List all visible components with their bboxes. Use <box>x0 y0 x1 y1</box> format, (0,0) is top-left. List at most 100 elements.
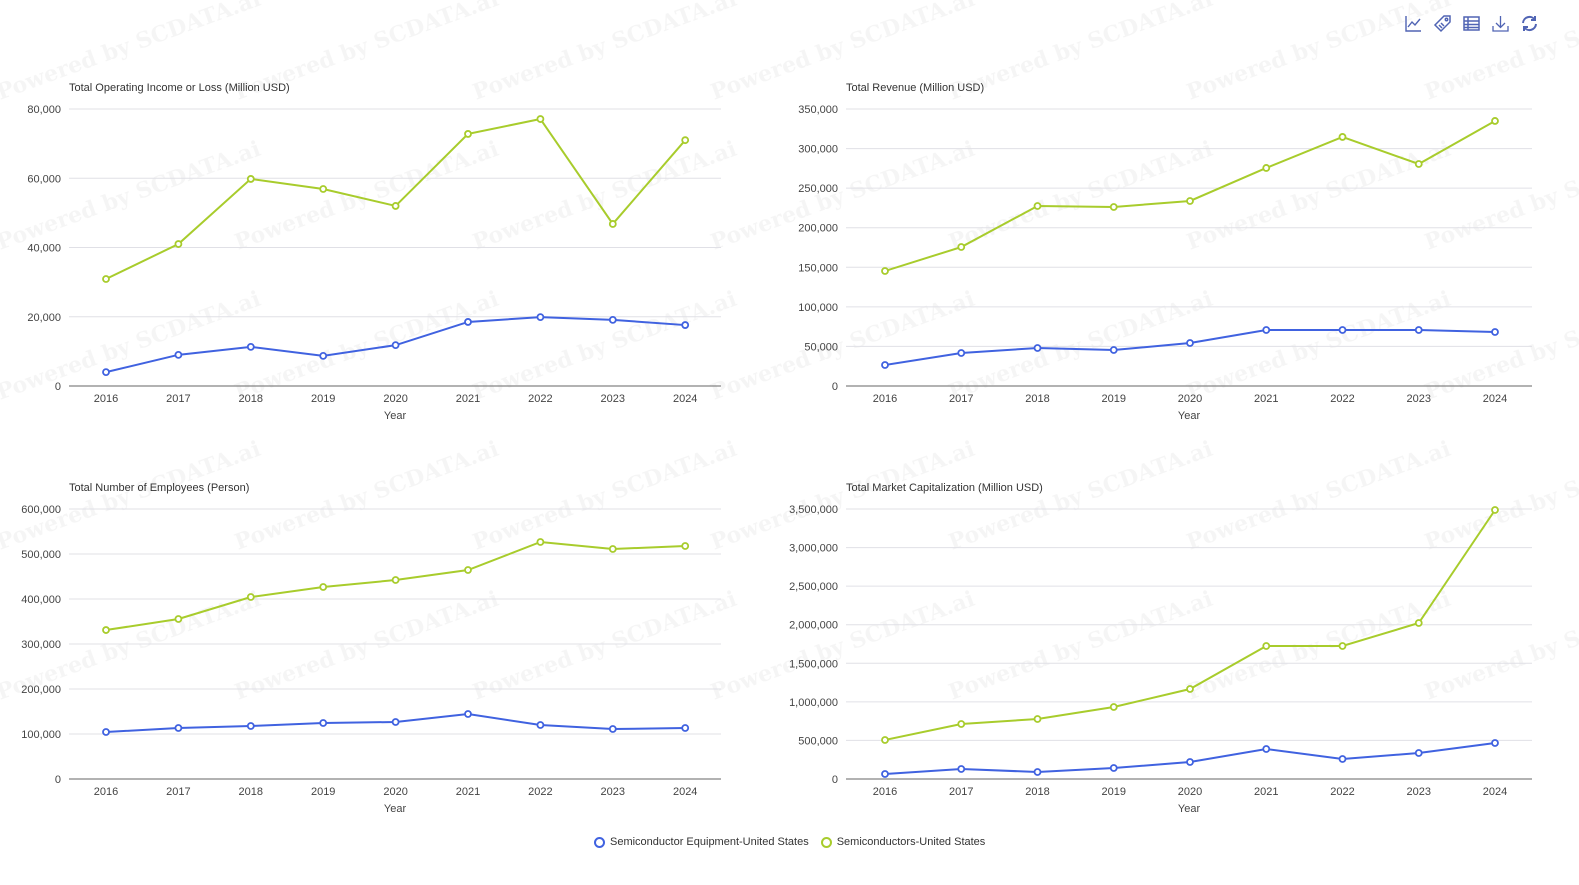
y-tick-label: 60,000 <box>27 173 61 185</box>
watermark-text: Powered by SCDATA.ai <box>945 0 1216 106</box>
watermark-text: Powered by SCDATA.ai <box>0 436 264 556</box>
x-tick-label: 2024 <box>1483 786 1507 798</box>
data-point <box>102 728 110 736</box>
watermark-text: Powered by SCDATA.ai <box>945 436 1216 556</box>
data-point <box>881 267 889 275</box>
data-point <box>957 349 966 357</box>
data-point <box>1262 745 1271 753</box>
watermark-text: Powered by SCDATA.ai <box>945 586 1216 706</box>
line-chart-icon[interactable] <box>1404 14 1423 33</box>
data-point <box>608 725 617 733</box>
y-tick-label: 100,000 <box>798 302 838 314</box>
legend-item-semiconductors[interactable]: Semiconductors-United States <box>820 836 986 848</box>
legend-marker-icon <box>820 836 832 848</box>
legend-item-equipment[interactable]: Semiconductor Equipment-United States <box>594 836 809 848</box>
data-point <box>1109 764 1118 772</box>
data-point <box>102 275 110 283</box>
data-point <box>246 175 255 183</box>
data-table-icon[interactable] <box>1462 14 1481 33</box>
x-axis-label: Year <box>384 410 407 422</box>
y-tick-label: 0 <box>832 774 838 786</box>
y-tick-label: 600,000 <box>21 504 61 516</box>
watermark-text: Powered by SCDATA.ai <box>231 136 502 256</box>
x-tick-label: 2022 <box>528 393 552 405</box>
data-point <box>1414 749 1423 757</box>
y-tick-label: 500,000 <box>798 735 838 747</box>
data-point <box>1186 197 1194 205</box>
data-point <box>1109 203 1118 211</box>
x-tick-label: 2024 <box>673 786 697 798</box>
data-point <box>536 721 545 729</box>
tag-icon[interactable] <box>1433 14 1452 33</box>
data-point <box>319 185 328 193</box>
legend-label: Semiconductors-United States <box>836 836 986 848</box>
x-tick-label: 2019 <box>1102 786 1126 798</box>
x-tick-label: 2016 <box>873 393 897 405</box>
x-tick-label: 2020 <box>383 393 407 405</box>
x-tick-label: 2017 <box>166 393 190 405</box>
chart-title: Total Revenue (Million USD) <box>846 82 984 94</box>
data-point <box>1338 755 1347 763</box>
data-point <box>881 770 889 778</box>
data-point <box>536 313 545 321</box>
data-point <box>1491 739 1499 747</box>
x-tick-label: 2016 <box>94 393 118 405</box>
data-point <box>881 361 889 369</box>
x-tick-label: 2021 <box>456 786 480 798</box>
data-point <box>464 130 472 138</box>
data-point <box>1491 328 1499 336</box>
x-tick-label: 2017 <box>166 786 190 798</box>
watermark-text: Powered by SCDATA.ai <box>469 286 740 406</box>
data-point <box>464 710 472 718</box>
data-point <box>391 718 400 726</box>
watermark-text: Powered by SCDATA.ai <box>231 586 502 706</box>
y-tick-label: 20,000 <box>27 312 61 324</box>
y-tick-label: 300,000 <box>798 144 838 156</box>
x-tick-label: 2024 <box>673 393 697 405</box>
data-point <box>957 720 966 728</box>
data-point <box>391 576 400 584</box>
data-point <box>1186 758 1194 766</box>
x-tick-label: 2021 <box>456 393 480 405</box>
x-tick-label: 2023 <box>601 393 625 405</box>
data-point <box>391 341 400 350</box>
y-tick-label: 50,000 <box>804 341 838 353</box>
data-point <box>464 566 472 574</box>
refresh-icon[interactable] <box>1520 14 1539 33</box>
data-point <box>174 724 183 732</box>
x-axis-label: Year <box>384 803 407 815</box>
watermark-text: Powered by SCDATA.ai <box>0 136 264 256</box>
data-point <box>1491 117 1499 125</box>
x-tick-label: 2022 <box>1330 393 1354 405</box>
chart-title: Total Market Capitalization (Million USD… <box>846 482 1043 494</box>
x-tick-label: 2021 <box>1254 786 1278 798</box>
x-tick-label: 2020 <box>383 786 407 798</box>
data-point <box>174 240 183 248</box>
x-tick-label: 2023 <box>1407 786 1431 798</box>
watermark-text: Powered by SCDATA.ai <box>945 286 1216 406</box>
x-tick-label: 2020 <box>1178 786 1202 798</box>
y-tick-label: 3,500,000 <box>789 504 838 516</box>
chart-title: Total Operating Income or Loss (Million … <box>69 82 290 94</box>
data-point <box>1414 619 1423 627</box>
data-point <box>681 724 690 732</box>
y-tick-label: 80,000 <box>27 104 61 116</box>
x-tick-label: 2018 <box>1025 393 1049 405</box>
data-point <box>1414 326 1423 334</box>
data-point <box>1033 202 1042 210</box>
x-tick-label: 2022 <box>528 786 552 798</box>
data-point <box>1109 703 1118 711</box>
x-tick-label: 2016 <box>873 786 897 798</box>
data-point <box>246 722 255 730</box>
series-line <box>884 328 1496 367</box>
x-tick-label: 2019 <box>311 393 335 405</box>
watermark-text: Powered by SCDATA.ai <box>945 136 1216 256</box>
data-point <box>1109 346 1118 354</box>
y-tick-label: 2,500,000 <box>789 581 838 593</box>
data-point <box>536 538 545 546</box>
watermark-text: Powered by SCDATA.ai <box>231 286 502 406</box>
watermark-text: Powered by SCDATA.ai <box>707 436 978 556</box>
data-point <box>681 542 690 550</box>
download-icon[interactable] <box>1491 14 1510 33</box>
chart-title: Total Number of Employees (Person) <box>69 482 249 494</box>
